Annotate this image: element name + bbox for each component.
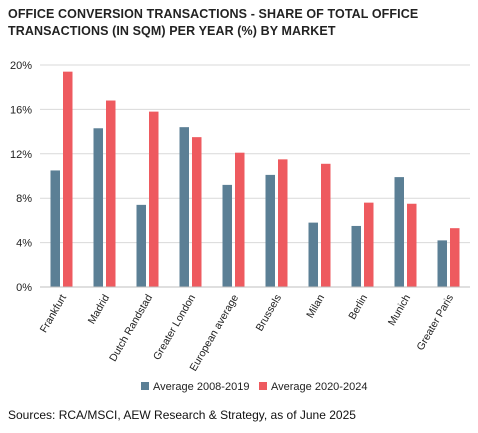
bar-series-1 <box>351 225 361 287</box>
legend-label: Average 2008-2019 <box>153 381 249 393</box>
legend: Average 2008-2019 Average 2020-2024 <box>141 381 367 393</box>
bar-series-1 <box>265 174 275 287</box>
y-tick-label: 4% <box>16 238 32 250</box>
x-tick-label: Munich <box>386 292 413 327</box>
gridlines <box>40 64 470 244</box>
x-tick-label: Berlin <box>346 292 370 321</box>
y-axis-tick-labels: 0% 4% 8% 12% 16% 20% <box>10 60 32 294</box>
x-tick-label: Dutch Randstad <box>107 292 155 363</box>
bar-series-2 <box>106 100 116 288</box>
bar-series-1 <box>93 128 103 287</box>
legend-swatch <box>259 382 267 390</box>
source-note: Sources: RCA/MSCI, AEW Research & Strate… <box>8 408 356 422</box>
x-tick-label: Milan <box>304 292 327 320</box>
bar-series-1 <box>394 177 404 287</box>
bar-series-1 <box>136 204 146 287</box>
bar-series-2 <box>63 71 73 287</box>
bar-series-1 <box>179 127 189 287</box>
x-tick-label: Frankfurt <box>38 292 69 334</box>
bars <box>50 71 460 288</box>
x-tick-label: Madrid <box>86 292 113 326</box>
bar-series-2 <box>235 152 245 287</box>
bar-series-2 <box>321 163 331 287</box>
y-tick-label: 0% <box>16 282 32 294</box>
bar-series-2 <box>149 111 159 288</box>
bar-series-2 <box>407 203 417 287</box>
legend-label: Average 2020-2024 <box>271 381 367 393</box>
y-tick-label: 8% <box>16 193 32 205</box>
bar-series-2 <box>450 228 460 287</box>
bar-series-2 <box>364 202 374 287</box>
bar-series-1 <box>50 170 60 287</box>
x-tick-label: Greater Paris <box>414 293 456 353</box>
bar-series-2 <box>278 159 288 287</box>
y-tick-label: 16% <box>10 104 32 116</box>
legend-swatch <box>141 382 149 390</box>
y-tick-label: 20% <box>10 60 32 72</box>
chart-title: OFFICE CONVERSION TRANSACTIONS - SHARE O… <box>8 7 419 38</box>
x-tick-label: Greater London <box>151 292 198 362</box>
bar-series-1 <box>222 184 232 287</box>
bar-series-1 <box>437 240 447 287</box>
x-tick-label: European average <box>188 292 242 373</box>
bar-series-1 <box>308 222 318 287</box>
x-tick-label: Brussels <box>254 293 285 334</box>
bar-series-2 <box>192 137 202 287</box>
y-tick-label: 12% <box>10 149 32 161</box>
